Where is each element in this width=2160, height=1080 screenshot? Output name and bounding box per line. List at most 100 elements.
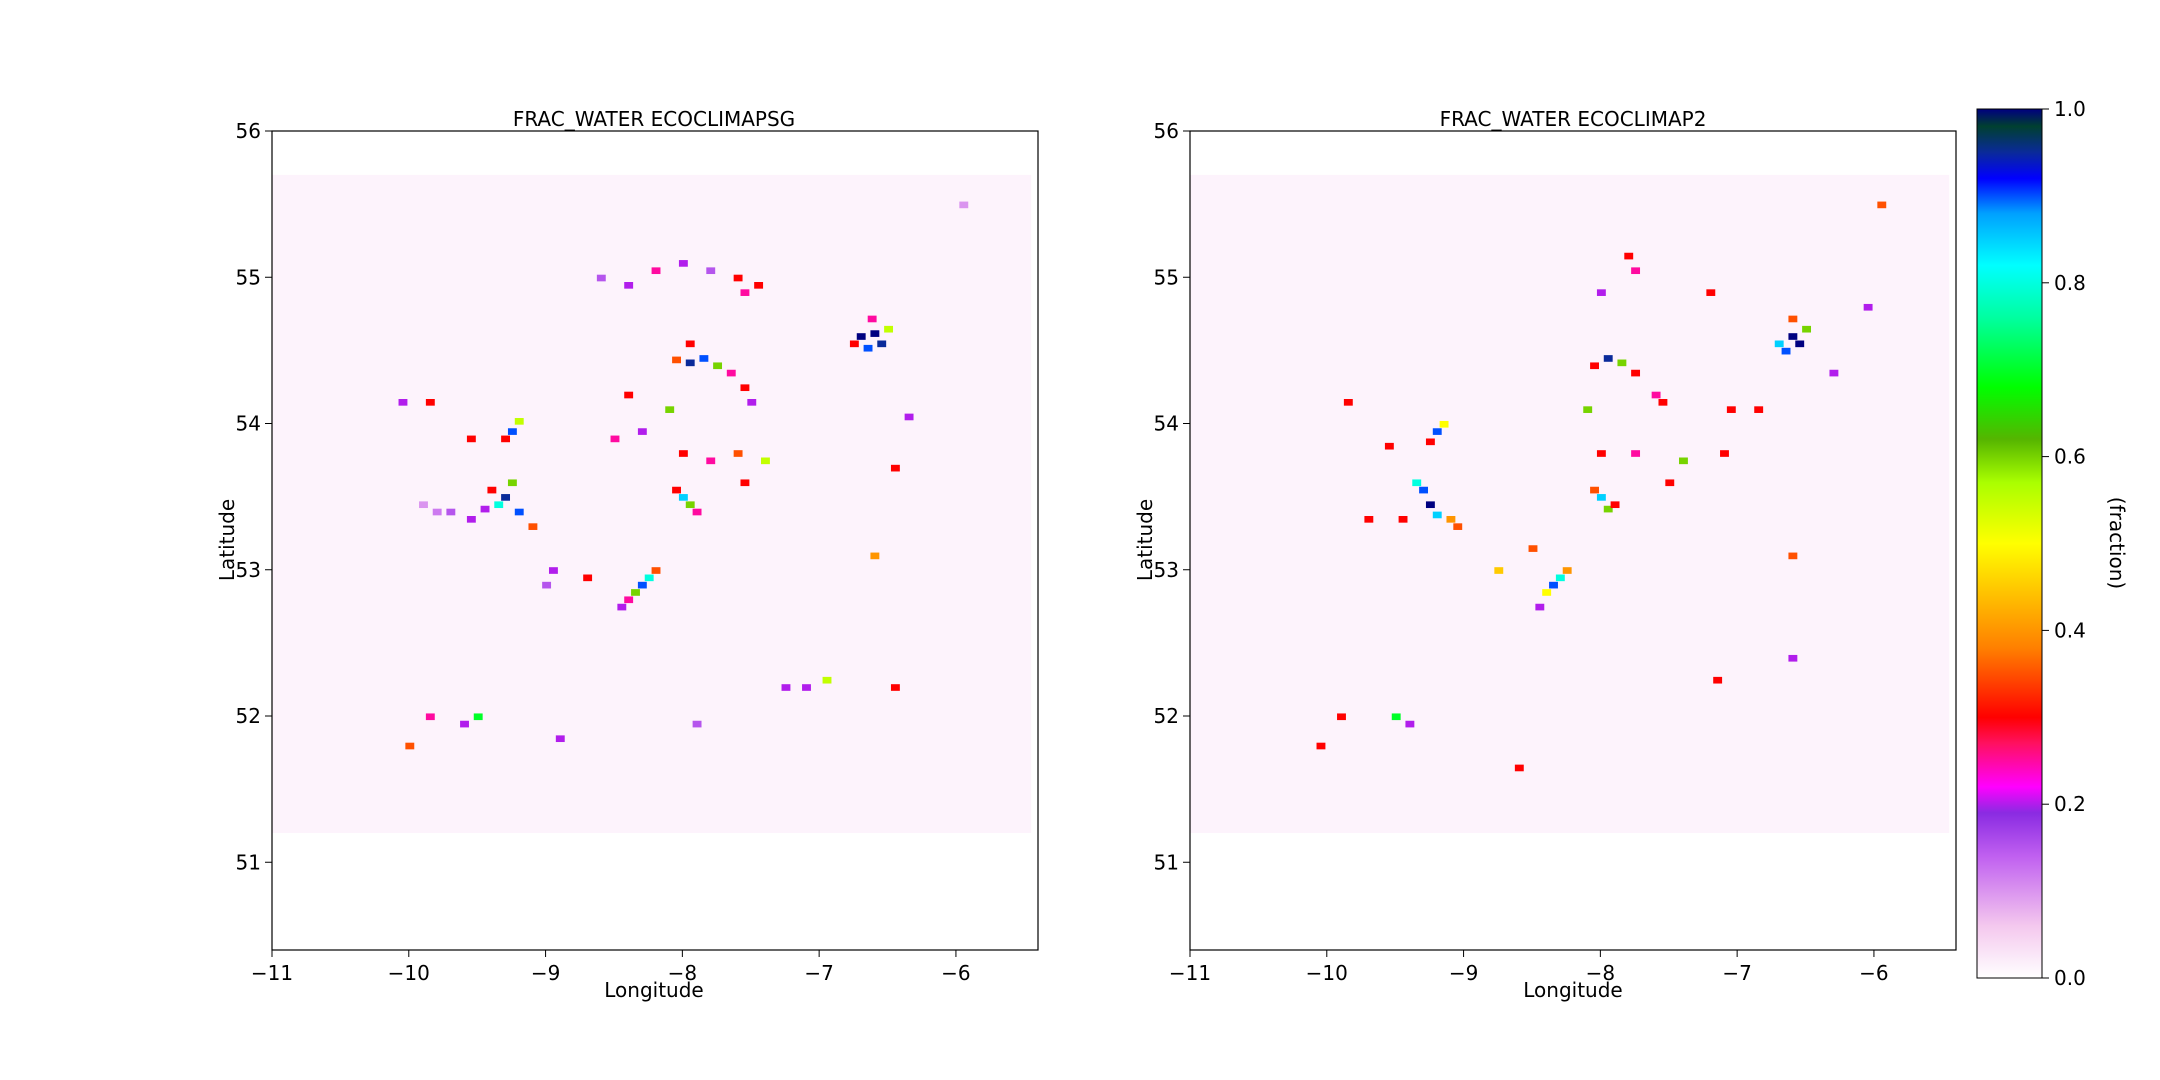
heatmap-cell	[890, 464, 900, 472]
colorbar: 0.0 0.2 0.4 0.6 0.8 1.0 (fraction)	[1976, 97, 2129, 990]
y-tick-label: 52	[236, 704, 261, 728]
heatmap-cell	[1631, 450, 1641, 457]
heatmap-cell	[904, 413, 914, 421]
y-tick-label: 51	[1154, 850, 1179, 874]
y-tick-label: 54	[1154, 412, 1179, 436]
x-tick-label: −6	[941, 961, 970, 985]
heatmap-cell	[466, 435, 476, 443]
heatmap-cell	[692, 720, 702, 728]
heatmap-cell	[1398, 516, 1408, 523]
colorbar-tick-label: 0.4	[2054, 618, 2086, 642]
heatmap-cell	[446, 508, 456, 516]
heatmap-cell	[781, 684, 791, 691]
y-tick-label: 56	[1154, 119, 1179, 143]
y-tick-label: 51	[236, 850, 261, 874]
heatmap-cell	[1412, 479, 1422, 487]
heatmap-cell	[432, 508, 442, 516]
heatmap-cell	[1624, 252, 1634, 260]
heatmap-cell	[1528, 545, 1538, 552]
heatmap-cell	[678, 260, 688, 267]
x-tick-label: −7	[1722, 961, 1751, 985]
heatmap-cell	[959, 201, 969, 209]
heatmap-cell	[494, 501, 504, 509]
panel-ecoclimap2: FRAC_WATER ECOCLIMAP2 −11 −10 −9 −8 −7 −6 515…	[1133, 107, 1957, 1002]
colorbar-ticks: 0.0 0.2 0.4 0.6 0.8 1.0	[2042, 97, 2086, 990]
heatmap-cell	[890, 684, 900, 691]
heatmap-cell	[637, 428, 647, 435]
heatmap-cell	[1384, 442, 1394, 450]
plot-frame	[271, 130, 1039, 951]
heatmap-cell	[1364, 516, 1374, 523]
x-tick-label: −10	[1306, 961, 1348, 985]
heatmap-cell	[1788, 333, 1798, 340]
heatmap-cell	[1343, 399, 1353, 406]
x-axis: −11 −10 −9 −8 −7 −6	[251, 950, 971, 985]
heatmap-cell	[624, 282, 634, 289]
heatmap-cell	[877, 340, 887, 348]
heatmap-cell	[1877, 201, 1887, 209]
x-tick-label: −8	[668, 961, 697, 985]
heatmap-cell	[501, 494, 511, 501]
x-tick-label: −7	[804, 961, 833, 985]
y-axis-label: Latitude	[215, 499, 239, 581]
heatmap-cell	[1535, 603, 1545, 611]
heatmap-cell	[863, 344, 873, 352]
chart-title: FRAC_WATER ECOCLIMAP2	[1440, 107, 1707, 131]
heatmap-cell	[1679, 457, 1688, 465]
heatmap-cell	[555, 735, 565, 743]
heatmap-cell	[856, 333, 866, 340]
heatmap-cell	[1863, 303, 1873, 311]
heatmap-cell	[1706, 289, 1716, 296]
heatmap-cell	[802, 684, 811, 691]
panel-ecoclimapsg: FRAC_WATER ECOCLIMAPSG −11 −10 −9 −8 −7 −6 51…	[215, 107, 1039, 1002]
heatmap-cell	[596, 274, 606, 282]
heatmap-cell	[1781, 347, 1791, 355]
heatmap-cell	[740, 289, 750, 296]
x-tick-label: −11	[251, 961, 293, 985]
heatmap-cell	[1446, 516, 1456, 523]
heatmap-cell	[672, 356, 681, 364]
heatmap-cell	[542, 581, 552, 589]
heatmap-cell	[1631, 267, 1641, 275]
heatmap-cell	[1316, 742, 1326, 750]
heatmap-cell	[870, 552, 880, 560]
heatmap-cell	[1432, 511, 1442, 519]
heatmap-cell	[754, 282, 764, 289]
heatmap-cell	[1651, 391, 1661, 399]
heatmap-cell	[1788, 552, 1798, 560]
heatmap-cell	[1603, 355, 1613, 362]
heatmap-cell	[644, 574, 654, 582]
heatmap-cell	[466, 516, 476, 523]
heatmap-cell	[398, 399, 408, 406]
heatmap-cell	[1665, 479, 1675, 487]
heatmap-cell	[740, 479, 750, 487]
heatmap-cell	[685, 501, 695, 509]
heatmap-cell	[1726, 406, 1736, 413]
heatmap-cell	[706, 267, 716, 275]
x-tick-label: −11	[1169, 961, 1211, 985]
heatmap-cell	[1405, 720, 1415, 728]
heatmap-cell	[1720, 450, 1729, 457]
y-tick-label: 55	[236, 265, 261, 289]
heatmap-cell	[1425, 501, 1435, 509]
y-axis: 51 52 53 54 55 56	[236, 119, 272, 874]
y-tick-label: 53	[236, 558, 261, 582]
x-axis-label: Longitude	[1523, 978, 1622, 1002]
x-tick-label: −8	[1586, 961, 1615, 985]
heatmap-cell	[678, 494, 688, 501]
heatmap-cell	[822, 676, 832, 684]
heatmap-cell	[1494, 567, 1504, 574]
heatmap-cell	[631, 589, 640, 596]
heatmap-cell	[624, 596, 634, 604]
heatmap-cell	[1514, 764, 1524, 772]
y-tick-label: 55	[1154, 265, 1179, 289]
heatmap-cell	[501, 435, 511, 443]
y-tick-label: 53	[1154, 558, 1179, 582]
heatmap-cell	[706, 457, 716, 465]
heatmap-cell	[1658, 399, 1668, 406]
heatmap-cell	[548, 567, 558, 574]
heatmap-cell	[1631, 369, 1641, 377]
heatmap-cell	[1425, 438, 1435, 446]
heatmap-cell	[1610, 501, 1620, 509]
heatmap-cell	[1596, 289, 1606, 296]
